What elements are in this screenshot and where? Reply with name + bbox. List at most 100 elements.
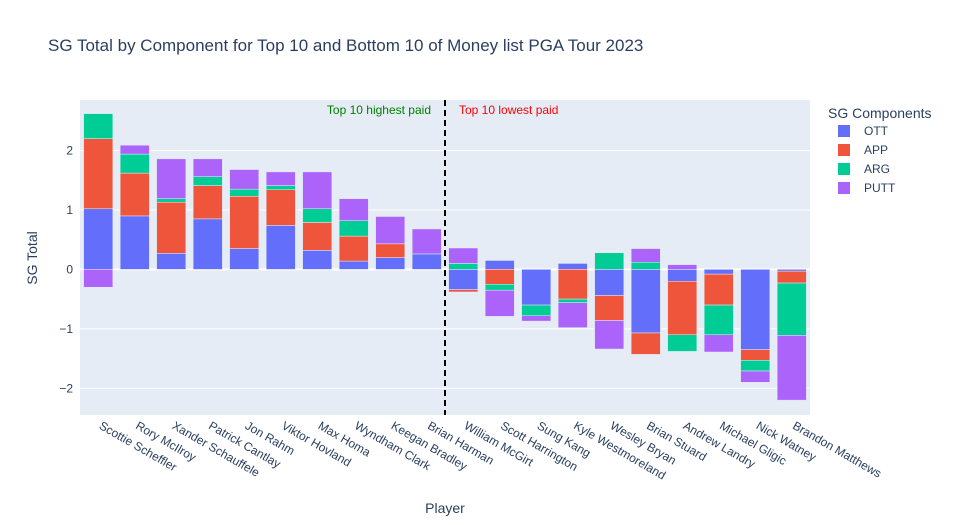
bar-app (776, 270, 807, 284)
bar-ott (667, 269, 698, 282)
bar-arg (192, 176, 223, 186)
bar-arg (83, 113, 114, 139)
bar-putt (448, 247, 479, 264)
bar-arg (229, 188, 260, 197)
y-tick-label: −2 (59, 381, 73, 395)
bar-putt (521, 315, 552, 322)
bar-app (667, 281, 698, 336)
bar-arg (740, 360, 771, 372)
bar-ott (119, 215, 150, 270)
bar-arg (265, 185, 296, 190)
bar-arg (594, 252, 625, 270)
bar-app (156, 201, 187, 254)
bar-app (302, 222, 333, 251)
bar-app (229, 196, 260, 249)
annotation-top-paid: Top 10 highest paid (327, 103, 431, 117)
y-axis-title: SG Total (24, 231, 40, 284)
bars (83, 113, 807, 401)
legend: SG Components OTT APP ARG PUTT (828, 105, 932, 195)
bar-ott (338, 260, 369, 270)
bar-app (338, 235, 369, 262)
bar-arg (302, 208, 333, 223)
bar-putt (740, 370, 771, 383)
bar-ott (557, 263, 588, 270)
bar-arg (630, 262, 661, 270)
bar-putt (83, 269, 114, 288)
bar-putt (594, 320, 625, 350)
bar-app (448, 289, 479, 293)
bar-ott (703, 269, 734, 275)
bar-putt (776, 335, 807, 401)
bar-putt (375, 216, 406, 245)
bar-arg (703, 304, 734, 336)
bar-arg (119, 153, 150, 174)
bar-ott (229, 248, 260, 270)
legend-swatch-ott[interactable] (838, 125, 850, 137)
annotation-lowest-paid: Top 10 lowest paid (459, 103, 558, 117)
bar-putt (192, 158, 223, 177)
y-tick-label: 2 (66, 144, 73, 158)
bar-app (630, 332, 661, 355)
bar-ott (630, 269, 661, 334)
bar-ott (192, 218, 223, 270)
bar-putt (411, 228, 442, 255)
bar-app (703, 273, 734, 306)
bar-arg (484, 283, 515, 291)
bar-app (375, 243, 406, 258)
bar-putt (119, 144, 150, 155)
bar-putt (557, 302, 588, 328)
bar-putt (630, 248, 661, 263)
legend-label-app[interactable]: APP (864, 143, 888, 157)
bar-ott (83, 208, 114, 270)
bar-arg (557, 298, 588, 303)
bar-ott (594, 269, 625, 296)
bar-app (83, 138, 114, 210)
bar-ott (265, 225, 296, 270)
bar-ott (448, 269, 479, 290)
plot-area (80, 100, 810, 415)
y-tick-label: 1 (66, 203, 73, 217)
bar-putt (338, 198, 369, 221)
bar-app (192, 185, 223, 220)
bar-arg (448, 263, 479, 270)
bar-arg (667, 334, 698, 352)
bar-putt (667, 264, 698, 270)
bar-app (557, 269, 588, 300)
bar-ott (302, 250, 333, 270)
legend-swatch-app[interactable] (838, 144, 850, 156)
legend-label-ott[interactable]: OTT (864, 124, 889, 138)
bar-app (119, 172, 150, 217)
bar-app (484, 269, 515, 285)
bar-arg (338, 220, 369, 237)
chart-title: SG Total by Component for Top 10 and Bot… (48, 36, 643, 55)
bar-arg (521, 304, 552, 316)
y-tick-label: 0 (66, 262, 73, 276)
bar-ott (521, 269, 552, 306)
bar-app (740, 349, 771, 361)
y-tick-labels: −2 −1 0 1 2 (59, 144, 73, 396)
bar-putt (229, 169, 260, 190)
bar-putt (265, 171, 296, 186)
x-axis-title: Player (425, 500, 465, 516)
legend-swatch-arg[interactable] (838, 163, 850, 175)
legend-label-arg[interactable]: ARG (864, 162, 890, 176)
y-tick-label: −1 (59, 322, 73, 336)
bar-putt (484, 289, 515, 317)
bar-ott (411, 253, 442, 270)
bar-ott (484, 260, 515, 270)
bar-app (594, 295, 625, 321)
bar-ott (156, 253, 187, 270)
bar-app (265, 189, 296, 226)
bar-arg (156, 198, 187, 203)
bar-putt (703, 334, 734, 353)
bar-ott (740, 269, 771, 350)
bar-ott (776, 269, 807, 272)
bar-ott (375, 257, 406, 270)
legend-label-putt[interactable]: PUTT (864, 181, 896, 195)
bar-putt (302, 171, 333, 210)
bar-putt (156, 158, 187, 199)
legend-swatch-putt[interactable] (838, 182, 850, 194)
bar-arg (776, 282, 807, 336)
